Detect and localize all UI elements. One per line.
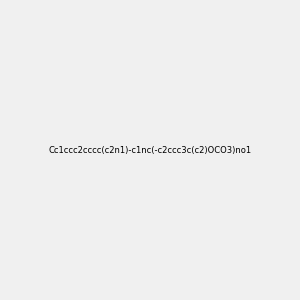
Text: Cc1ccc2cccc(c2n1)-c1nc(-c2ccc3c(c2)OCO3)no1: Cc1ccc2cccc(c2n1)-c1nc(-c2ccc3c(c2)OCO3)… [48,146,252,154]
